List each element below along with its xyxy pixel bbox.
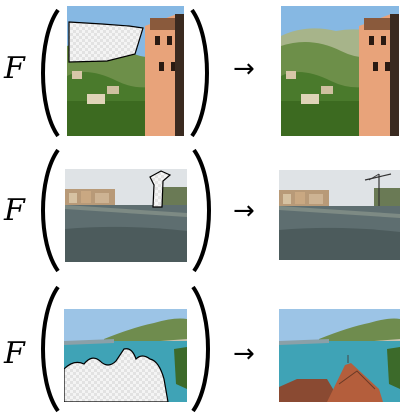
output-image-2-completed [279, 170, 400, 260]
left-parenthesis [41, 285, 60, 413]
row-1: F [0, 0, 407, 140]
row-3: F → [0, 275, 407, 415]
row-2: F → [0, 140, 407, 275]
output-image-1-completed [281, 6, 399, 136]
right-parenthesis [192, 148, 211, 273]
right-parenthesis [191, 285, 210, 413]
mask-region [149, 170, 172, 208]
left-parenthesis [41, 8, 60, 138]
function-label-f: F [4, 336, 25, 371]
mask-region [68, 21, 144, 63]
mask-region [64, 348, 169, 402]
arrow-icon: → [233, 54, 255, 84]
right-parenthesis [190, 8, 209, 138]
left-parenthesis [41, 148, 60, 273]
input-image-3-masked [64, 309, 187, 402]
arrow-icon: → [233, 339, 255, 369]
function-label-f: F [4, 193, 25, 228]
input-image-1-masked [67, 6, 184, 136]
arrow-icon: → [233, 196, 255, 226]
function-label-f: F [4, 51, 25, 86]
output-image-3-completed [279, 309, 400, 402]
input-image-2-masked [65, 169, 187, 262]
